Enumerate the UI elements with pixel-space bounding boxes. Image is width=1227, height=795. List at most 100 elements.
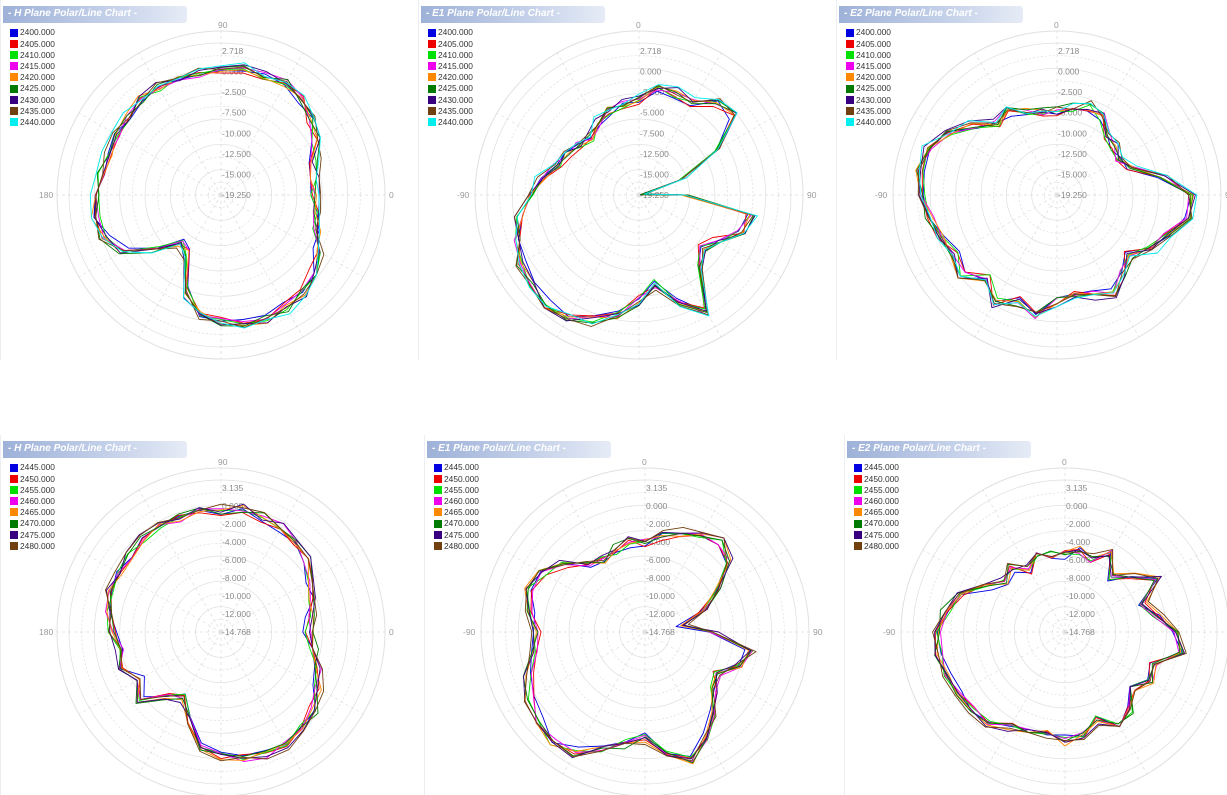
legend-swatch xyxy=(434,530,442,539)
radial-tick-label: -12.500 xyxy=(640,149,669,159)
grid-ring xyxy=(131,105,311,285)
series-line-2480.000 xyxy=(105,503,325,762)
legend-swatch xyxy=(428,73,436,82)
angle-label-right: 0 xyxy=(389,627,394,637)
legend-item: 2430.000 xyxy=(846,94,891,105)
grid-ring xyxy=(575,131,703,259)
series-line-2465.000 xyxy=(106,505,322,761)
legend: 2400.000 2405.000 2410.000 2415.000 2420.000… xyxy=(10,27,55,128)
legend-item: 2465.000 xyxy=(434,507,479,518)
legend-swatch xyxy=(10,73,18,82)
series-line-2415.000 xyxy=(917,107,1190,320)
legend-label: 2420.000 xyxy=(20,72,55,83)
radial-tick-label: 0.000 xyxy=(640,67,662,77)
legend-swatch xyxy=(10,541,18,550)
series-line-2425.000 xyxy=(916,102,1192,313)
radial-tick-label: 0.000 xyxy=(1066,501,1088,511)
angle-label-left: -90 xyxy=(463,627,476,637)
legend-swatch xyxy=(434,508,442,517)
legend-swatch xyxy=(846,106,854,115)
panel-title: - E2 Plane Polar/Line Chart - xyxy=(844,8,978,19)
grid-ring xyxy=(980,118,1134,272)
chart-panel-h-plane-1: - H Plane Polar/Line Chart - 2.718 0.000 -… xyxy=(0,0,412,360)
polar-chart: 3.1350.000-2.000-4.000-6.000-8.000-10.00… xyxy=(463,457,823,795)
radial-tick-label: -14.768 xyxy=(1066,627,1095,637)
legend-item: 2455.000 xyxy=(854,484,899,495)
grid-ring xyxy=(119,93,323,297)
series-line-2475.000 xyxy=(523,531,751,760)
legend-label: 2440.000 xyxy=(438,116,473,127)
polar-chart: 2.718 0.000 -2.500 -5.000 -10.000 -12.500 -15.… xyxy=(875,20,1227,360)
legend-label: 2450.000 xyxy=(20,473,55,484)
radial-tick-label: -12.000 xyxy=(646,609,675,619)
legend-swatch xyxy=(428,28,436,37)
radial-tick-label: 2.718 xyxy=(222,46,244,56)
series-line-2440.000 xyxy=(918,102,1198,317)
legend-label: 2405.000 xyxy=(438,38,473,49)
legend-label: 2415.000 xyxy=(438,60,473,71)
angle-label-left: 180 xyxy=(39,627,53,637)
legend: 2400.000 2405.000 2410.000 2415.000 2420.000… xyxy=(428,27,473,128)
legend-item: 2455.000 xyxy=(10,484,55,495)
radial-tick-label: -5.000 xyxy=(640,108,664,118)
grid-spoke xyxy=(1064,631,1208,715)
radial-tick-label: -10.000 xyxy=(1058,128,1087,138)
legend-item: 2425.000 xyxy=(428,83,473,94)
grid-spoke xyxy=(78,194,222,278)
legend-label: 2445.000 xyxy=(864,462,899,473)
legend-swatch xyxy=(10,463,18,472)
grid-ring xyxy=(157,131,285,259)
series-line-2415.000 xyxy=(95,67,321,323)
legend-swatch xyxy=(846,95,854,104)
series-line-2470.000 xyxy=(934,550,1181,742)
legend-label: 2470.000 xyxy=(20,518,55,529)
radial-tick-label: -2.500 xyxy=(1058,87,1082,97)
legend-label: 2460.000 xyxy=(20,495,55,506)
polar-chart: 2.718 0.000 -2.500 -7.500 -10.000 -12.500 -15.… xyxy=(39,20,394,360)
chart-panel-e1-plane-1: - E1 Plane Polar/Line Chart - 2.718 0.000… xyxy=(418,0,830,360)
radial-tick-label: -6.000 xyxy=(646,555,670,565)
legend-swatch xyxy=(846,50,854,59)
legend-swatch xyxy=(854,485,862,494)
series-line-2470.000 xyxy=(522,532,752,764)
legend: 2445.000 2450.000 2455.000 2460.000 2465.000… xyxy=(854,462,899,552)
legend-label: 2415.000 xyxy=(856,60,891,71)
legend-label: 2480.000 xyxy=(864,540,899,551)
legend-swatch xyxy=(434,474,442,483)
legend-label: 2400.000 xyxy=(438,27,473,38)
legend-item: 2470.000 xyxy=(854,518,899,529)
legend-item: 2460.000 xyxy=(434,496,479,507)
legend-item: 2445.000 xyxy=(10,462,55,473)
series-line-2440.000 xyxy=(515,84,758,325)
legend-item: 2430.000 xyxy=(428,94,473,105)
legend-item: 2445.000 xyxy=(434,462,479,473)
legend-swatch xyxy=(10,28,18,37)
legend-swatch xyxy=(10,485,18,494)
legend-label: 2430.000 xyxy=(856,94,891,105)
radial-tick-label: -10.000 xyxy=(222,591,251,601)
polar-chart: 3.1350.000-2.000-4.000-6.000-8.000-10.00… xyxy=(39,457,394,795)
legend-label: 2470.000 xyxy=(444,518,479,529)
legend: 2400.000 2405.000 2410.000 2415.000 2420.000… xyxy=(846,27,891,128)
radial-tick-label: 3.135 xyxy=(646,483,668,493)
radial-tick-label: -14.768 xyxy=(646,627,675,637)
polar-chart: 3.1350.000-2.000-4.000-6.000-8.000-10.00… xyxy=(883,457,1227,795)
angle-label-left: -90 xyxy=(883,627,896,637)
legend-item: 2405.000 xyxy=(846,38,891,49)
legend-item: 2435.000 xyxy=(846,105,891,116)
legend-swatch xyxy=(10,497,18,506)
series-line-2435.000 xyxy=(917,100,1193,313)
legend-item: 2440.000 xyxy=(10,117,55,128)
series-line-2480.000 xyxy=(932,548,1187,741)
angle-label-right: 90 xyxy=(1225,190,1227,200)
radial-tick-label: -7.500 xyxy=(640,128,664,138)
radial-tick-label: 2.718 xyxy=(640,46,662,56)
panel-header: - H Plane Polar/Line Chart - xyxy=(3,441,187,458)
radial-tick-label: -19.250 xyxy=(1058,190,1087,200)
legend-swatch xyxy=(434,541,442,550)
series-line-2405.000 xyxy=(921,108,1194,314)
legend-item: 2475.000 xyxy=(434,529,479,540)
legend-item: 2400.000 xyxy=(10,27,55,38)
legend: 2445.000 2450.000 2455.000 2460.000 2465.000… xyxy=(434,462,479,552)
grid-ring xyxy=(144,118,298,272)
